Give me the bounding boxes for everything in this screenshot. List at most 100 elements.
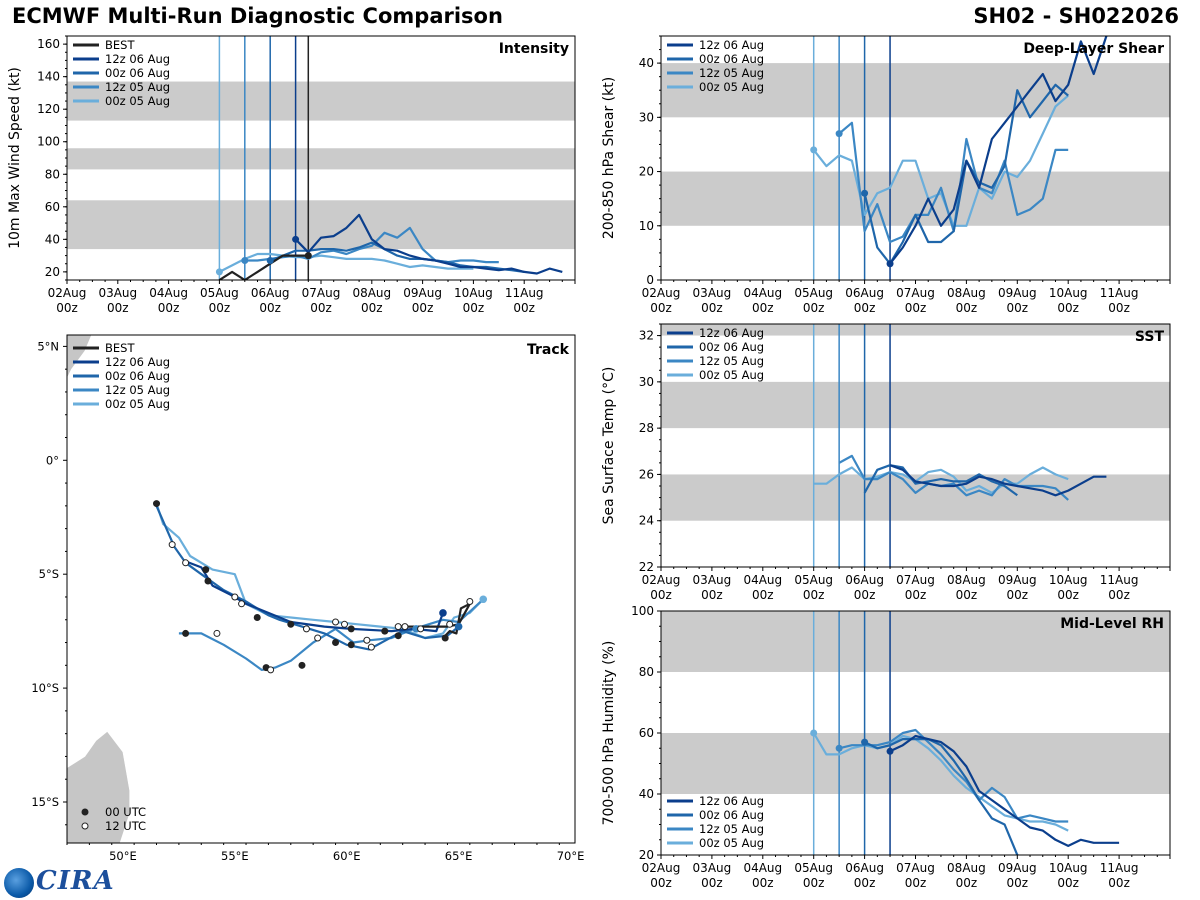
y-tick-label: 0 bbox=[646, 273, 654, 287]
x-tick-label-hour: 00z bbox=[701, 301, 723, 315]
shaded-band bbox=[661, 381, 1170, 429]
x-tick-label-day: 09Aug bbox=[998, 861, 1037, 875]
x-tick-label-day: 02Aug bbox=[642, 286, 681, 300]
track-point-12utc bbox=[363, 636, 371, 644]
series-line-00z-05-aug bbox=[812, 732, 1069, 832]
x-tick-label-day: 03Aug bbox=[693, 286, 732, 300]
x-tick-label-day: 07Aug bbox=[896, 573, 935, 587]
legend-label: 00z 06 Aug bbox=[699, 52, 764, 66]
x-tick-label-day: 06Aug bbox=[845, 573, 884, 587]
y-axis-label: Sea Surface Temp (°C) bbox=[601, 367, 617, 525]
track-panel: 50°E 55°E 60°E 65°E 70°E 5°N 0° 5°S 10°S 15°S Trac… bbox=[31, 334, 585, 863]
x-tick-label-day: 06Aug bbox=[845, 861, 884, 875]
track-init-point-00z-05-aug bbox=[479, 595, 488, 604]
x-tick-label-day: 07Aug bbox=[896, 861, 935, 875]
x-tick-label-day: 10Aug bbox=[1049, 573, 1088, 587]
x-tick-label-day: 07Aug bbox=[302, 286, 341, 300]
x-tick-label-day: 11Aug bbox=[1100, 861, 1139, 875]
y-axis-label: 700-500 hPa Humidity (%) bbox=[601, 641, 617, 826]
x-tick-label-hour: 00z bbox=[956, 876, 978, 890]
lon-tick-label: 70°E bbox=[557, 849, 585, 863]
intensity-panel: 2040608010012014016002Aug00z03Aug00z04Au… bbox=[7, 35, 576, 315]
track-line-00z-05-aug bbox=[155, 503, 484, 640]
lat-tick-label: 0° bbox=[46, 453, 59, 467]
track-point-00utc bbox=[298, 661, 306, 669]
y-tick-label: 40 bbox=[639, 56, 654, 70]
legend-label: 00z 06 Aug bbox=[105, 66, 170, 80]
track-point-12utc bbox=[466, 598, 474, 606]
sst-panel: 22242628303202Aug00z03Aug00z04Aug00z05Au… bbox=[601, 323, 1171, 602]
x-tick-label-day: 04Aug bbox=[743, 861, 782, 875]
x-tick-label-day: 05Aug bbox=[794, 573, 833, 587]
y-tick-label: 40 bbox=[639, 787, 654, 801]
init-point-00z-06-aug bbox=[861, 738, 869, 746]
lon-tick-label: 60°E bbox=[333, 849, 361, 863]
series-line-00z-05-aug bbox=[218, 252, 474, 273]
legend-marker-00utc bbox=[81, 808, 89, 816]
x-tick-label-day: 10Aug bbox=[454, 286, 493, 300]
shaded-band bbox=[661, 611, 1170, 672]
x-tick-label-day: 08Aug bbox=[352, 286, 391, 300]
init-point-00z-05-aug bbox=[810, 146, 818, 154]
track-point-00utc bbox=[394, 632, 402, 640]
init-point-00z-05-aug bbox=[810, 729, 818, 737]
x-tick-label-hour: 00z bbox=[1108, 301, 1130, 315]
x-tick-label-hour: 00z bbox=[310, 301, 332, 315]
legend-label: 00z 05 Aug bbox=[699, 368, 764, 382]
x-tick-label-hour: 00z bbox=[752, 301, 774, 315]
y-tick-label: 30 bbox=[639, 110, 654, 124]
track-point-00utc bbox=[347, 641, 355, 649]
x-tick-label-hour: 00z bbox=[1108, 876, 1130, 890]
init-point-12z-06-aug bbox=[886, 747, 894, 755]
init-point-12z-06-aug bbox=[886, 260, 894, 268]
x-tick-label-hour: 00z bbox=[854, 301, 876, 315]
lat-tick-label: 10°S bbox=[31, 681, 59, 695]
series-line-00z-05-aug bbox=[813, 466, 1069, 494]
x-tick-label-day: 11Aug bbox=[1100, 286, 1139, 300]
lat-tick-label: 5°S bbox=[39, 567, 59, 581]
track-point-00utc bbox=[153, 500, 161, 508]
track-point-12utc bbox=[332, 618, 340, 626]
x-tick-label-hour: 00z bbox=[158, 301, 180, 315]
track-point-12utc bbox=[302, 625, 310, 633]
track-point-00utc bbox=[381, 627, 389, 635]
cira-logo: CIRA bbox=[4, 866, 116, 898]
track-point-12utc bbox=[417, 625, 425, 633]
legend-label: 12z 06 Aug bbox=[699, 326, 764, 340]
x-tick-label-day: 02Aug bbox=[48, 286, 87, 300]
x-tick-label-day: 10Aug bbox=[1049, 861, 1088, 875]
legend-label: 12z 06 Aug bbox=[699, 794, 764, 808]
init-point-best bbox=[304, 252, 312, 260]
series-line-00z-06-aug bbox=[864, 737, 1019, 855]
init-point-12z-05-aug bbox=[241, 256, 249, 264]
legend-marker-12utc bbox=[81, 822, 89, 830]
shaded-band bbox=[661, 324, 1170, 336]
shear-plot-area bbox=[661, 36, 1170, 280]
x-tick-label-hour: 00z bbox=[259, 301, 281, 315]
legend-label: 00z 06 Aug bbox=[105, 369, 170, 383]
x-tick-label-day: 06Aug bbox=[251, 286, 290, 300]
track-point-00utc bbox=[287, 620, 295, 628]
y-tick-label: 32 bbox=[639, 329, 654, 343]
x-tick-label-day: 04Aug bbox=[149, 286, 188, 300]
logo-text: CIRA bbox=[36, 866, 115, 896]
track-point-12utc bbox=[168, 541, 176, 549]
x-tick-label-day: 03Aug bbox=[693, 573, 732, 587]
shear-panel: 01020304002Aug00z03Aug00z04Aug00z05Aug00… bbox=[601, 35, 1171, 315]
figure-title: ECMWF Multi-Run Diagnostic Comparison bbox=[12, 4, 503, 28]
track-point-00utc bbox=[347, 625, 355, 633]
y-tick-label: 80 bbox=[639, 665, 654, 679]
legend-label: 12z 06 Aug bbox=[699, 38, 764, 52]
x-tick-label-hour: 00z bbox=[650, 876, 672, 890]
lat-tick-label: 15°S bbox=[31, 795, 59, 809]
shaded-band bbox=[661, 733, 1170, 794]
legend-label: BEST bbox=[105, 341, 135, 355]
track-point-12utc bbox=[340, 620, 348, 628]
x-tick-label-hour: 00z bbox=[361, 301, 383, 315]
x-tick-label-hour: 00z bbox=[1108, 588, 1130, 602]
y-tick-label: 20 bbox=[45, 265, 60, 279]
x-tick-label-hour: 00z bbox=[1057, 588, 1079, 602]
x-tick-label-day: 08Aug bbox=[947, 286, 986, 300]
lon-tick-label: 50°E bbox=[109, 849, 137, 863]
x-tick-label-hour: 00z bbox=[107, 301, 129, 315]
